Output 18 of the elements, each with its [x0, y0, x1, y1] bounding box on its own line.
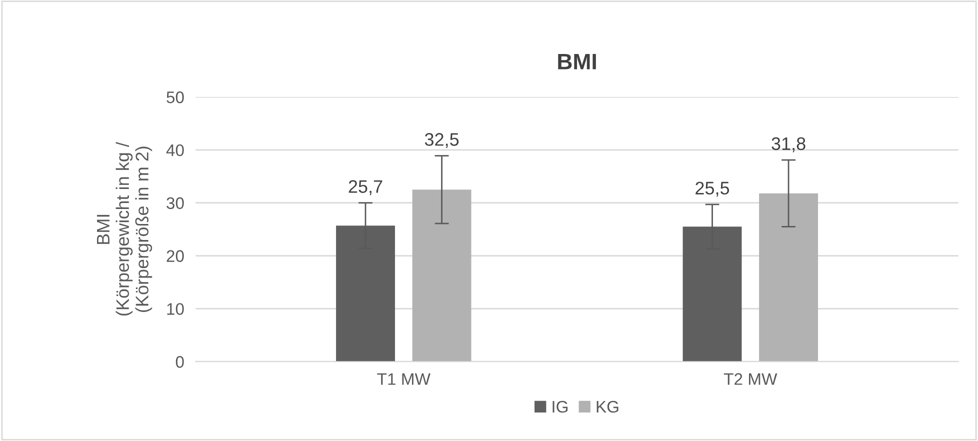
y-tick-label: 30 — [166, 197, 184, 210]
y-axis-title: BMI (Körpergewicht in kg / (Körpergröße in m 2) — [97, 142, 152, 316]
chart-title: BMI — [558, 54, 596, 70]
x-tick-label: T1 MW — [377, 373, 430, 385]
data-label: 32,5 — [424, 133, 459, 148]
legend-label: IG — [552, 400, 568, 413]
y-tick-label: 20 — [166, 250, 184, 262]
data-label: 25,5 — [696, 182, 730, 197]
legend-label: KG — [596, 400, 618, 413]
data-label: 25,7 — [348, 180, 382, 196]
data-label: 31,8 — [772, 137, 806, 152]
y-tick-label: 40 — [166, 144, 184, 156]
y-tick-label: 50 — [166, 91, 184, 104]
bar — [412, 190, 472, 362]
y-tick-label: 0 — [176, 356, 184, 368]
x-tick-label: T2 MW — [724, 373, 778, 385]
y-tick-label: 10 — [167, 303, 184, 315]
bar — [759, 193, 818, 362]
